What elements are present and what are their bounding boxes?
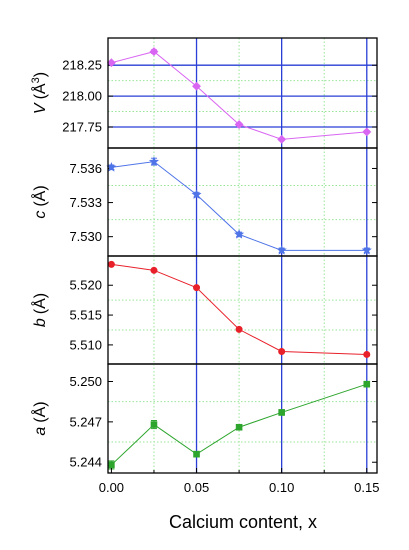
panel-frame	[107, 147, 378, 257]
data-point	[193, 284, 201, 292]
data-point	[148, 156, 160, 166]
data-point	[149, 47, 159, 57]
panel-frame	[107, 37, 378, 149]
x-tick-label: 0.05	[184, 480, 209, 495]
data-point	[193, 450, 200, 458]
y-axis-var: c	[32, 211, 49, 219]
x-tick-label: 0.00	[99, 480, 124, 495]
data-point	[150, 421, 158, 428]
data-point	[363, 380, 371, 388]
y-tick-label: 218.25	[62, 58, 102, 73]
data-point	[108, 461, 115, 469]
panel-a: 5.244 5.247 5.250 a (Å)	[30, 363, 378, 474]
y-axis-unit: (Å)	[30, 185, 49, 206]
y-tick-label: 5.250	[69, 374, 102, 389]
panel-b: 5.510 5.515 5.520 b (Å)	[30, 255, 378, 365]
panel-V: 217.75 218.00 218.25 V (Å3)	[30, 37, 378, 149]
y-axis-unit-close: )	[32, 72, 49, 77]
series-line-a	[111, 383, 367, 466]
y-tick-label: 7.530	[69, 229, 102, 244]
data-point	[191, 189, 202, 199]
data-point	[277, 134, 287, 144]
data-point	[276, 245, 287, 255]
panel-frame	[107, 363, 378, 474]
y-tick-label: 5.520	[69, 278, 102, 293]
data-point	[192, 81, 201, 91]
data-point	[361, 245, 372, 255]
series-line-V	[111, 51, 367, 140]
y-tick-label: 7.536	[69, 161, 102, 176]
y-tick-label: 5.244	[69, 455, 102, 470]
data-point	[234, 229, 245, 239]
y-axis-var: a	[32, 427, 49, 436]
y-axis-title-a: a (Å)	[30, 401, 49, 435]
y-axis-var: V	[32, 102, 49, 114]
x-tick-label: 0.10	[269, 480, 294, 495]
data-point	[278, 347, 286, 355]
panel-frame	[107, 255, 378, 365]
data-point	[235, 325, 243, 333]
y-axis-unit: (Å	[30, 83, 49, 99]
y-tick-label: 5.515	[69, 308, 102, 323]
y-tick-label: 217.75	[62, 119, 102, 134]
panel-c: 7.530 7.533 7.536 c (Å)	[30, 147, 378, 257]
data-point	[278, 409, 285, 416]
data-point	[235, 423, 243, 431]
y-tick-label: 7.533	[69, 195, 102, 210]
y-axis-title-c: c (Å)	[30, 185, 49, 218]
y-axis-title-b: b (Å)	[30, 293, 49, 327]
y-tick-label: 218.00	[62, 89, 102, 104]
data-point	[150, 266, 158, 274]
y-axis-unit-sup: 3	[30, 77, 42, 83]
y-tick-label: 5.510	[69, 337, 102, 352]
y-axis-unit: (Å)	[30, 401, 49, 422]
y-axis-title-V: V (Å3)	[30, 72, 49, 114]
series-line-b	[111, 263, 367, 355]
y-tick-label: 5.247	[69, 414, 102, 429]
series-line-c	[111, 161, 367, 251]
y-axis-unit: (Å)	[30, 293, 49, 314]
panels-layer: 217.75 218.00 218.25 V (Å3) 7.530 7.533 7.536 c (…	[30, 37, 379, 495]
x-axis-title: Calcium content, x	[169, 512, 317, 532]
data-point	[234, 120, 244, 129]
x-tick-label: 0.15	[354, 480, 379, 495]
data-point	[107, 260, 115, 268]
data-point	[363, 350, 371, 358]
y-axis-var: b	[32, 318, 49, 327]
data-point	[362, 127, 372, 137]
data-point	[106, 58, 116, 68]
x-axis: 0.00 0.05 0.10 0.15	[99, 468, 379, 495]
